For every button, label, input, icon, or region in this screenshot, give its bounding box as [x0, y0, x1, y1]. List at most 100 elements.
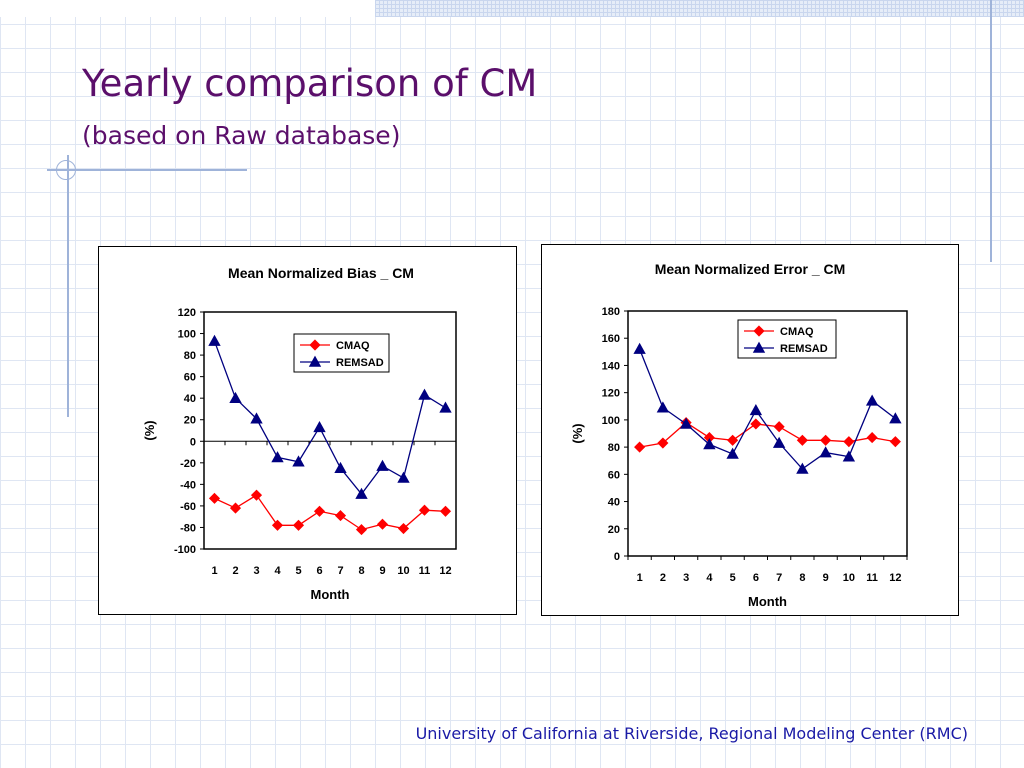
- mne-series-remsad-point: [656, 401, 670, 413]
- slide-subtitle: (based on Raw database): [82, 121, 401, 150]
- mne-x-tick-label: 6: [753, 572, 759, 584]
- mnb-series-remsad-point: [418, 388, 431, 400]
- mne-x-tick-label: 3: [683, 572, 689, 584]
- mnb-series-remsad-line: [213, 340, 446, 496]
- mne-y-tick-label: 120: [602, 388, 620, 400]
- mnb-y-tick-label: 0: [190, 436, 196, 448]
- chart-panel-error: Mean Normalized Error _ CM 0 20 40 60 80 100 12…: [541, 244, 959, 616]
- mnb-chart-title: Mean Normalized Bias _ CM: [228, 265, 414, 281]
- mne-x-tick-label: 8: [799, 572, 805, 584]
- mne-x-tick-label: 12: [889, 572, 901, 584]
- mne-series-cmaq: [634, 417, 901, 453]
- chart-panel-bias: Mean Normalized Bias _ CM -100 -80 -60 -40 -2…: [98, 246, 517, 615]
- mne-chart: Mean Normalized Error _ CM02040608010012…: [570, 261, 908, 609]
- mnb-y-tick-label: 60: [184, 372, 196, 384]
- mne-x-tick-label: 1: [637, 572, 643, 584]
- mne-x-axis-title: Month: [748, 594, 787, 609]
- mnb-y-tick-label: 100: [178, 329, 196, 341]
- mne-series-cmaq-point: [657, 437, 669, 449]
- mnb-series-cmaq-point: [355, 524, 368, 536]
- mne-y-tick-label: 100: [602, 415, 620, 427]
- mne-y-tick-label: 80: [608, 442, 620, 454]
- mnb-y-tick-label: -40: [180, 479, 196, 491]
- mne-x-tick-label: 2: [660, 572, 666, 584]
- mne-y-tick-label: 40: [608, 497, 620, 509]
- mne-series-remsad-point: [796, 462, 809, 474]
- mne-series-remsad-point: [679, 417, 693, 429]
- mnb-series-cmaq-point: [334, 510, 347, 522]
- mnb-x-tick-label: 7: [337, 565, 343, 577]
- mne-series-cmaq-point: [773, 421, 785, 433]
- mne-legend: CMAQ REMSAD: [737, 319, 837, 359]
- mnb-series-cmaq-point: [397, 522, 410, 535]
- mnb-series-remsad-point: [292, 455, 305, 467]
- mne-legend-label: REMSAD: [780, 343, 828, 355]
- mnb-series-cmaq-point: [229, 502, 242, 514]
- mnb-series-remsad-point: [397, 471, 410, 483]
- slide-title: Yearly comparison of CM: [82, 62, 538, 105]
- mnb-series-remsad-point: [229, 391, 242, 403]
- mne-chart-title: Mean Normalized Error _ CM: [655, 261, 846, 277]
- mnb-series-cmaq-point: [376, 518, 389, 530]
- mne-series-cmaq-point: [796, 434, 808, 446]
- mnb-series-cmaq: [208, 489, 452, 536]
- mne-legend-marker: [753, 325, 765, 337]
- mnb-x-tick-label: 12: [439, 565, 451, 577]
- mne-x-tick-label: 7: [776, 572, 782, 584]
- mne-series-remsad: [633, 342, 902, 474]
- mnb-chart: Mean Normalized Bias _ CM -100 -80 -60 -40 -2…: [142, 265, 457, 602]
- mnb-x-tick-label: 8: [358, 565, 364, 577]
- mnb-series-remsad-point: [250, 412, 263, 424]
- top-band-mask: [0, 0, 375, 17]
- mne-series-remsad-point: [703, 438, 716, 450]
- mne-x-tick-label: 4: [706, 572, 713, 584]
- mnb-y-axis-title: (%): [142, 420, 157, 440]
- mnb-series-cmaq-point: [208, 492, 221, 504]
- mne-series-remsad-point: [819, 446, 832, 458]
- mnb-y-tick-label: 20: [184, 415, 196, 427]
- mnb-plot-frame: [203, 311, 457, 550]
- mne-series-cmaq-point: [843, 436, 855, 448]
- left-accent-vertical-line: [67, 155, 69, 417]
- mnb-y-tick-label: -80: [180, 522, 196, 534]
- mnb-x-tick-label: 5: [295, 565, 301, 577]
- mne-series-remsad-point: [842, 450, 856, 462]
- mnb-x-tick-label: 6: [316, 565, 322, 577]
- mnb-series-remsad: [208, 334, 452, 499]
- mne-x-tick-label: 5: [730, 572, 736, 584]
- mne-y-tick-label: 60: [608, 469, 620, 481]
- mnb-series-remsad-point: [208, 334, 221, 346]
- mne-x-tick-label: 10: [843, 572, 855, 584]
- mne-x-tick-label: 11: [866, 572, 878, 584]
- mne-series-remsad-point: [889, 412, 902, 424]
- mnb-series-remsad-point: [355, 487, 368, 499]
- mne-series-remsad-point: [726, 447, 739, 459]
- mnb-series-cmaq-point: [250, 489, 263, 501]
- left-accent-circle: [56, 160, 76, 180]
- mnb-legend-marker: [308, 355, 322, 367]
- mne-series-cmaq-point: [820, 434, 832, 446]
- mnb-y-tick-label: 120: [178, 307, 196, 319]
- mne-series-cmaq-point: [634, 441, 646, 453]
- mnb-legend: CMAQ REMSAD: [293, 333, 390, 373]
- mnb-x-tick-label: 1: [211, 565, 217, 577]
- mnb-legend-marker: [309, 339, 321, 351]
- mnb-series-cmaq-point: [313, 505, 326, 517]
- mnb-series-remsad-point: [313, 420, 326, 433]
- mne-series-remsad-line: [639, 348, 896, 470]
- mnb-series-remsad-point: [439, 401, 452, 413]
- mne-series-remsad-point: [772, 436, 786, 448]
- mnb-series-remsad-point: [271, 451, 284, 463]
- mne-series-cmaq-point: [866, 432, 878, 444]
- mne-series-remsad-point: [633, 342, 646, 354]
- mnb-x-tick-label: 2: [232, 565, 238, 577]
- top-decorative-band: [375, 0, 1024, 17]
- mne-y-tick-label: 20: [608, 524, 620, 536]
- mne-series-cmaq-point: [889, 436, 901, 448]
- mnb-series-remsad-point: [334, 461, 347, 474]
- mnb-x-tick-label: 11: [419, 565, 431, 577]
- mne-legend-marker: [752, 341, 766, 353]
- mne-series-remsad-point: [749, 404, 763, 416]
- mne-series-cmaq-point: [727, 434, 739, 446]
- mne-series-remsad-point: [865, 394, 879, 406]
